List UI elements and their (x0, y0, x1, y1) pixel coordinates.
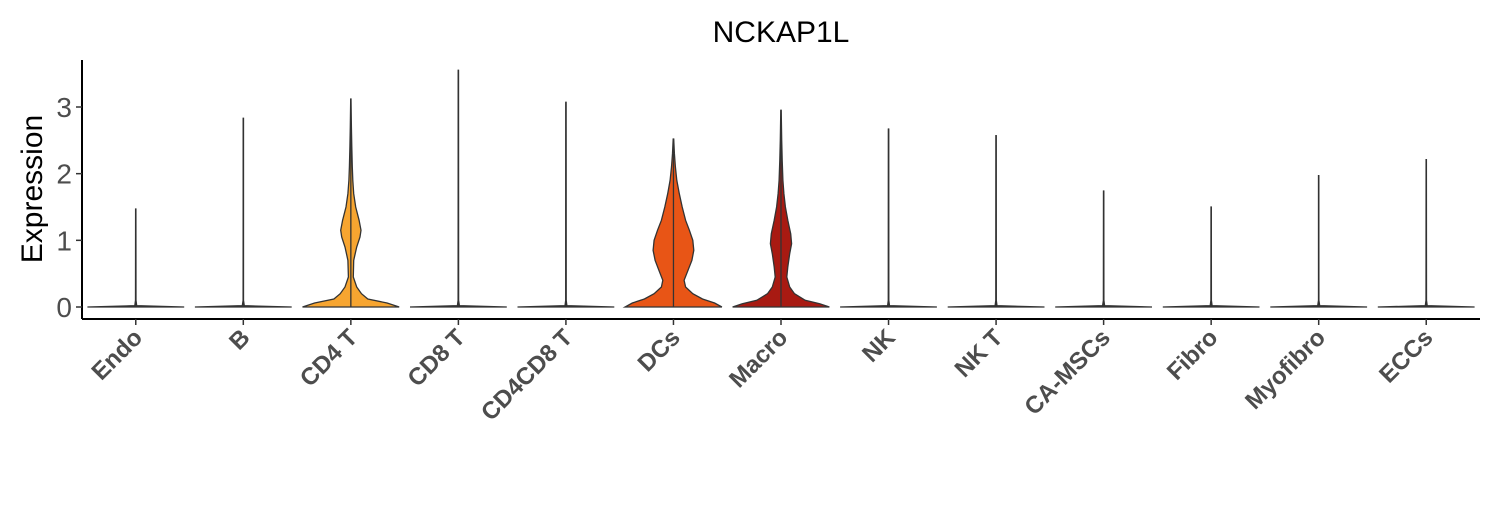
y-tick-label: 1 (56, 225, 72, 256)
x-tick-label: B (224, 324, 255, 355)
x-tick-label: NK T (950, 324, 1009, 383)
y-axis: 0 1 2 3 (56, 60, 83, 323)
x-tick-label: ECCs (1374, 324, 1438, 388)
y-tick-label: 0 (56, 292, 72, 323)
y-axis-label: Expression (16, 115, 49, 263)
x-tick-label: CD8 T (403, 324, 471, 392)
x-tick-label: Myofibro (1240, 324, 1331, 415)
chart-title: NCKAP1L (713, 16, 850, 49)
x-tick-label: Macro (724, 324, 793, 393)
x-tick-label: Fibro (1162, 324, 1224, 386)
y-tick-label: 2 (56, 159, 72, 190)
x-axis: Endo B CD4 T CD8 T CD4CD8 T DCs Macro NK NK T CA-… (82, 318, 1480, 426)
x-tick-label: CD4 T (295, 324, 363, 392)
y-tick-label: 3 (56, 92, 72, 123)
x-tick-label: NK (857, 324, 901, 368)
violin-group (87, 69, 1475, 308)
x-tick-label: DCs (633, 324, 686, 377)
x-tick-label: CD4CD8 T (476, 324, 578, 426)
x-tick-label: Endo (86, 324, 148, 386)
x-tick-label: CA-MSCs (1019, 324, 1115, 420)
